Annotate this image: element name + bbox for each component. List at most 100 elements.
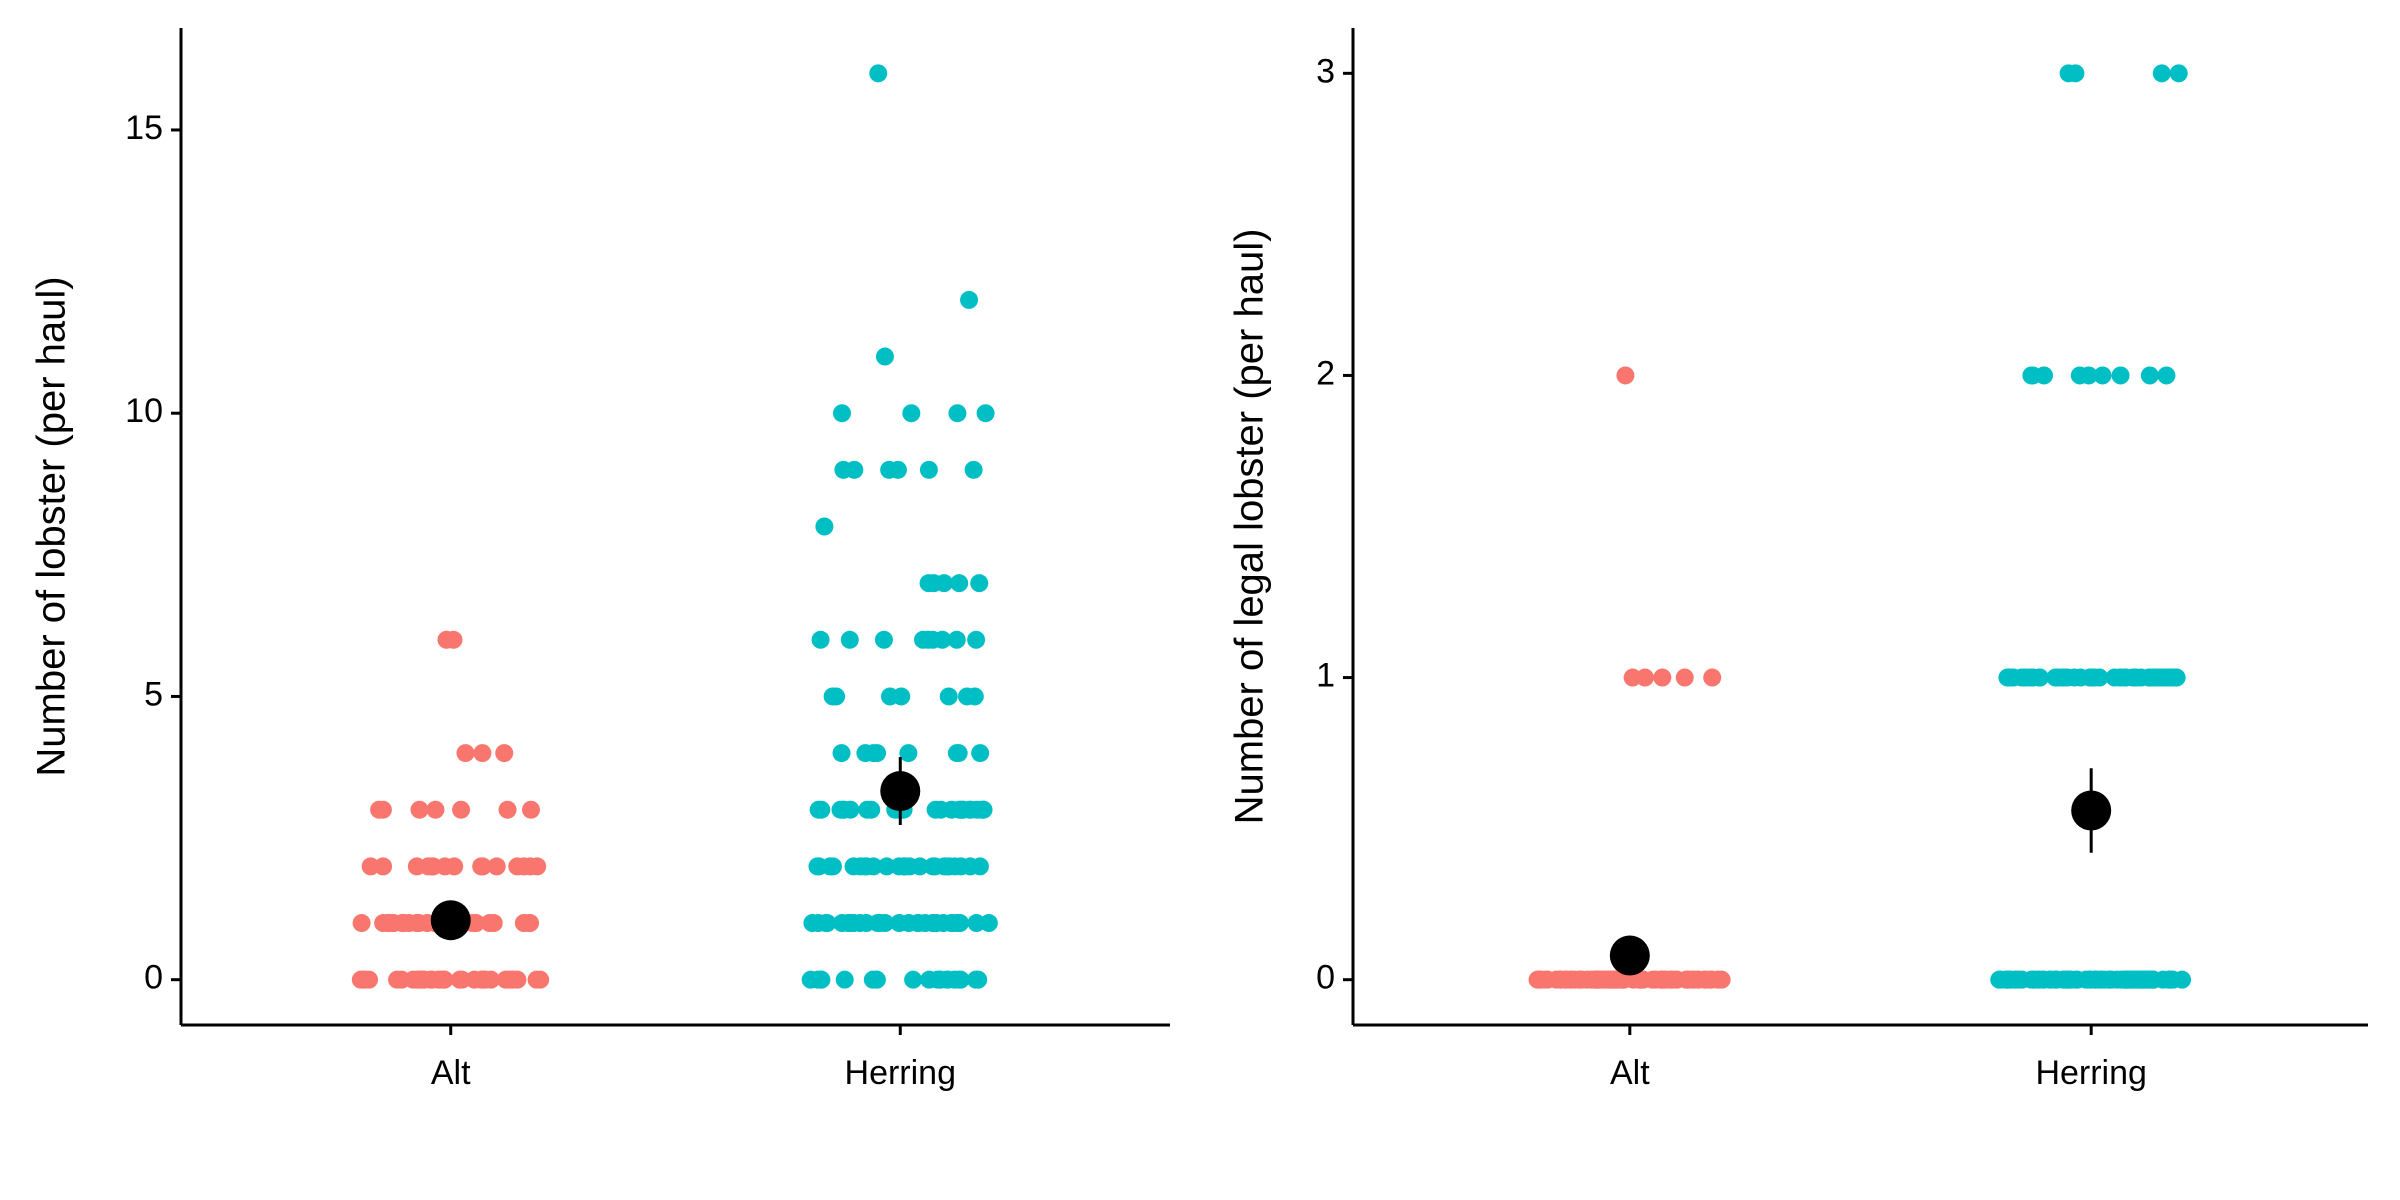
data-point [1572,970,1591,989]
data-point [422,857,441,876]
data-point [2030,668,2049,687]
data-point [437,630,456,649]
data-point [2102,970,2121,989]
data-point [1703,668,1722,687]
data-point [851,914,870,933]
data-point [2047,970,2066,989]
data-point [888,460,907,479]
data-point [841,800,860,819]
data-point [939,687,958,706]
data-point [473,970,492,989]
x-tick-label: Herring [845,1054,956,1092]
data-point [1631,970,1650,989]
data-point [811,630,830,649]
data-point [2163,668,2182,687]
data-point [392,970,411,989]
data-point [484,914,503,933]
data-point [1675,668,1694,687]
data-point [938,857,957,876]
data-point [833,404,852,423]
data-point [1679,970,1698,989]
data-point [874,630,893,649]
data-point [880,687,899,706]
data-point [408,970,427,989]
data-point [875,347,894,366]
data-point [2059,64,2078,83]
data-point [2134,970,2153,989]
data-point [923,914,942,933]
data-point [472,857,491,876]
data-point [361,857,380,876]
data-point [947,630,966,649]
data-point [2157,366,2176,385]
data-point [827,687,846,706]
data-point [834,460,853,479]
data-point [374,857,393,876]
data-point [352,914,371,933]
data-point [815,517,834,536]
data-point [426,800,445,819]
data-point [495,744,514,763]
x-tick-label: Alt [431,1054,471,1092]
data-point [931,800,950,819]
data-point [812,800,831,819]
data-point [902,404,921,423]
data-point [522,800,541,819]
data-point [1997,970,2016,989]
y-tick-label: 3 [1316,52,1335,90]
data-point [969,970,988,989]
data-point [2169,64,2188,83]
y-tick-label: 10 [125,392,163,430]
data-point [2111,366,2130,385]
data-point [811,970,830,989]
data-point [1588,970,1607,989]
data-point [910,857,929,876]
data-point [857,857,876,876]
data-point [864,744,883,763]
data-point [379,914,398,933]
data-point [2127,668,2146,687]
data-point [410,800,429,819]
data-point [816,914,835,933]
data-point [1623,668,1642,687]
data-point [2076,970,2095,989]
data-point [453,970,472,989]
data-point [360,970,379,989]
data-point [939,970,958,989]
data-point [950,800,969,819]
data-point [519,914,538,933]
mean-point [1609,935,1650,976]
data-point [473,744,492,763]
y-tick-label: 15 [125,109,163,147]
data-point [1653,668,1672,687]
data-point [2065,668,2084,687]
data-point [904,970,923,989]
data-point [1652,970,1671,989]
data-point [951,970,970,989]
data-point [960,290,979,309]
data-point [840,630,859,649]
data-point [967,630,986,649]
data-point [531,970,550,989]
data-point [862,800,881,819]
data-point [948,404,967,423]
y-tick-label: 1 [1316,657,1335,695]
data-point [964,460,983,479]
data-point [431,970,450,989]
data-point [935,574,954,593]
data-point [961,857,980,876]
data-point [867,970,886,989]
data-point [899,744,918,763]
data-point [452,800,471,819]
data-point [844,857,863,876]
data-point [808,857,827,876]
data-point [2152,64,2171,83]
data-point [2022,366,2041,385]
y-tick-label: 5 [144,675,163,713]
data-point [1616,366,1635,385]
data-point [976,404,995,423]
y-axis-label: Number of lobster (per haul) [30,276,74,776]
data-point [504,970,523,989]
data-point [456,744,475,763]
